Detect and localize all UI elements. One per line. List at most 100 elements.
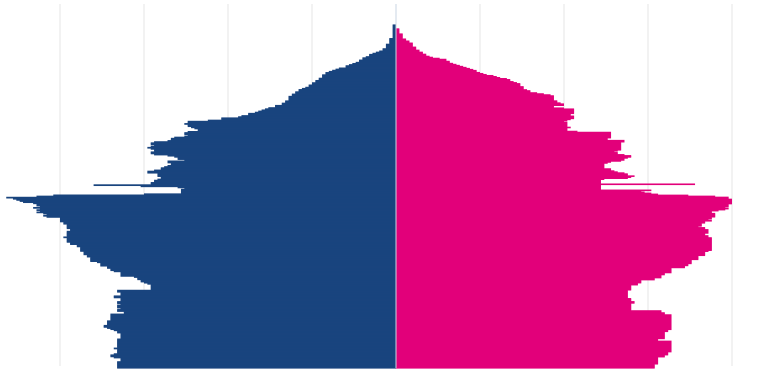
left-bar-70 bbox=[312, 83, 396, 86]
left-bar-317 bbox=[117, 363, 397, 366]
left-bar-265 bbox=[117, 304, 397, 307]
right-bar-143 bbox=[396, 148, 622, 151]
right-bar-169 bbox=[396, 175, 635, 177]
right-bar-97 bbox=[396, 102, 561, 104]
right-bar-40 bbox=[396, 44, 413, 47]
left-bar-49 bbox=[359, 59, 396, 62]
right-bar-39 bbox=[396, 43, 413, 46]
left-bar-46 bbox=[365, 56, 396, 58]
right-bar-59 bbox=[396, 63, 457, 66]
left-bar-141 bbox=[170, 163, 396, 166]
right-bar-209 bbox=[396, 215, 716, 218]
left-bar-306 bbox=[117, 350, 397, 353]
left-bar-241 bbox=[137, 277, 396, 280]
right-bar-137 bbox=[396, 142, 622, 145]
left-bar-212 bbox=[76, 244, 397, 247]
right-bar-235 bbox=[396, 242, 712, 244]
left-bar-172 bbox=[16, 199, 396, 201]
right-bar-100 bbox=[396, 105, 554, 107]
right-bar-202 bbox=[396, 208, 726, 211]
left-bar-47 bbox=[362, 57, 396, 60]
left-bar-308 bbox=[113, 353, 396, 355]
right-bar-260 bbox=[396, 267, 672, 270]
right-bar-313 bbox=[396, 321, 672, 323]
right-bar-340 bbox=[396, 348, 672, 351]
right-bar-355 bbox=[396, 363, 655, 366]
left-bar-120 bbox=[167, 140, 396, 142]
right-bar-176 bbox=[396, 182, 601, 185]
right-bar-336 bbox=[396, 344, 672, 347]
left-bar-33 bbox=[389, 41, 396, 44]
right-bar-51 bbox=[396, 55, 430, 58]
left-bar-223 bbox=[90, 256, 397, 259]
right-bar-250 bbox=[396, 257, 699, 260]
left-bar-302 bbox=[117, 346, 397, 349]
right-bar-121 bbox=[396, 126, 571, 129]
right-bar-69 bbox=[396, 73, 487, 76]
left-bar-24 bbox=[392, 31, 396, 33]
right-bar-112 bbox=[396, 117, 575, 120]
right-bar-316 bbox=[396, 324, 672, 327]
left-bar-23 bbox=[392, 30, 396, 32]
left-bar-166 bbox=[180, 192, 396, 194]
right-bar-166 bbox=[396, 172, 625, 174]
right-bar-299 bbox=[396, 307, 632, 309]
left-bar-263 bbox=[117, 302, 397, 304]
left-bar-229 bbox=[100, 263, 396, 266]
left-bar-192 bbox=[63, 221, 397, 224]
left-bar-221 bbox=[86, 254, 396, 257]
right-bar-304 bbox=[396, 312, 665, 314]
right-bar-157 bbox=[396, 163, 605, 165]
left-bar-119 bbox=[170, 138, 396, 141]
left-bar-170 bbox=[6, 196, 397, 199]
right-bar-184 bbox=[396, 190, 642, 193]
right-bar-205 bbox=[396, 211, 712, 214]
right-bar-47 bbox=[396, 51, 423, 54]
left-bar-84 bbox=[288, 99, 396, 101]
right-bar-269 bbox=[396, 276, 662, 279]
left-bar-258 bbox=[113, 296, 396, 299]
left-bar-155 bbox=[154, 179, 396, 182]
right-bar-131 bbox=[396, 136, 612, 139]
left-bar-287 bbox=[113, 329, 396, 332]
left-bar-104 bbox=[187, 121, 396, 124]
right-bar-326 bbox=[396, 334, 665, 337]
right-bar-151 bbox=[396, 157, 628, 159]
left-bar-151 bbox=[157, 175, 396, 177]
right-bar-79 bbox=[396, 84, 521, 86]
right-bar-208 bbox=[396, 214, 716, 217]
right-bar-290 bbox=[396, 298, 632, 300]
right-bar-227 bbox=[396, 234, 706, 236]
left-bar-65 bbox=[318, 77, 396, 80]
left-bar-41 bbox=[379, 50, 396, 53]
right-bar-245 bbox=[396, 252, 706, 255]
right-bar-68 bbox=[396, 72, 484, 75]
right-bar-155 bbox=[396, 161, 612, 163]
left-bar-43 bbox=[372, 52, 396, 55]
right-bar-333 bbox=[396, 341, 672, 344]
left-bar-270 bbox=[117, 310, 397, 312]
left-bar-32 bbox=[389, 40, 396, 43]
left-bar-183 bbox=[36, 211, 396, 214]
left-bar-27 bbox=[392, 34, 396, 37]
right-bar-287 bbox=[396, 295, 628, 297]
right-bar-221 bbox=[396, 228, 706, 230]
left-bar-261 bbox=[120, 299, 396, 302]
right-bar-44 bbox=[396, 48, 417, 51]
left-bar-61 bbox=[325, 73, 396, 75]
right-bar-273 bbox=[396, 280, 642, 283]
left-bar-247 bbox=[150, 284, 396, 286]
left-bar-198 bbox=[70, 228, 396, 231]
left-bar-162 bbox=[184, 187, 396, 190]
right-bar-357 bbox=[396, 365, 655, 368]
right-bar-36 bbox=[396, 40, 410, 43]
left-bar-86 bbox=[285, 101, 396, 104]
left-bar-20 bbox=[392, 26, 396, 29]
right-bar-56 bbox=[396, 60, 450, 63]
right-bar-152 bbox=[396, 158, 625, 160]
right-bar-105 bbox=[396, 110, 575, 113]
left-bar-205 bbox=[63, 236, 397, 239]
right-series-bars bbox=[396, 28, 732, 369]
left-bar-150 bbox=[157, 174, 396, 176]
right-bar-124 bbox=[396, 129, 568, 132]
